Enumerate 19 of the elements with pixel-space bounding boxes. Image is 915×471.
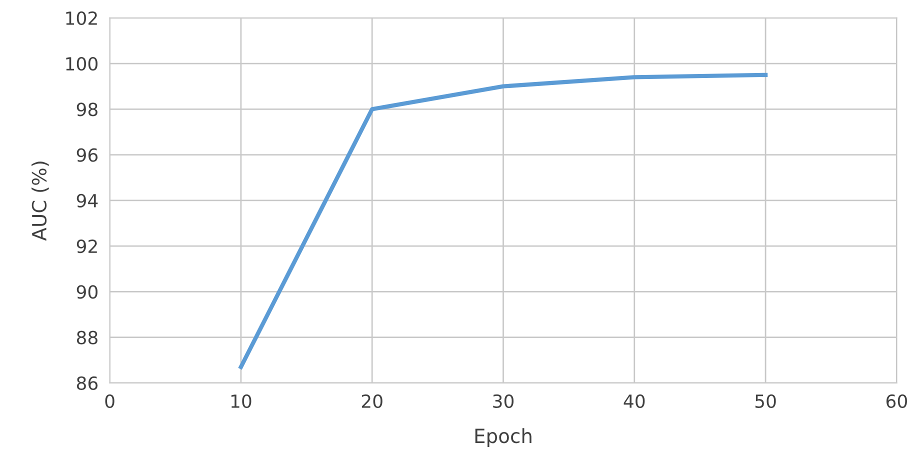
x-tick-label: 40 [624, 394, 645, 408]
y-tick-label: 102 [66, 11, 97, 26]
x-tick-label: 30 [493, 394, 514, 408]
y-tick-label: 86 [76, 376, 98, 390]
y-tick-label: 96 [76, 148, 98, 162]
y-axis-title: AUC (%) [32, 162, 49, 241]
x-axis-title: Epoch [475, 428, 532, 447]
y-tick-label: 100 [66, 56, 98, 71]
x-tick-label: 50 [755, 394, 776, 408]
line-series [238, 72, 768, 370]
x-tick-label: 20 [362, 394, 382, 408]
y-tick-label: 94 [76, 194, 98, 208]
y-tick-label: 88 [76, 330, 98, 344]
y-tick-label: 92 [76, 240, 97, 254]
x-tick-label: 60 [886, 394, 907, 408]
x-tick-label: 0 [105, 394, 114, 408]
x-tick-label: 10 [231, 394, 252, 408]
y-tick-label: 90 [76, 285, 98, 299]
y-tick-label: 98 [76, 102, 98, 116]
